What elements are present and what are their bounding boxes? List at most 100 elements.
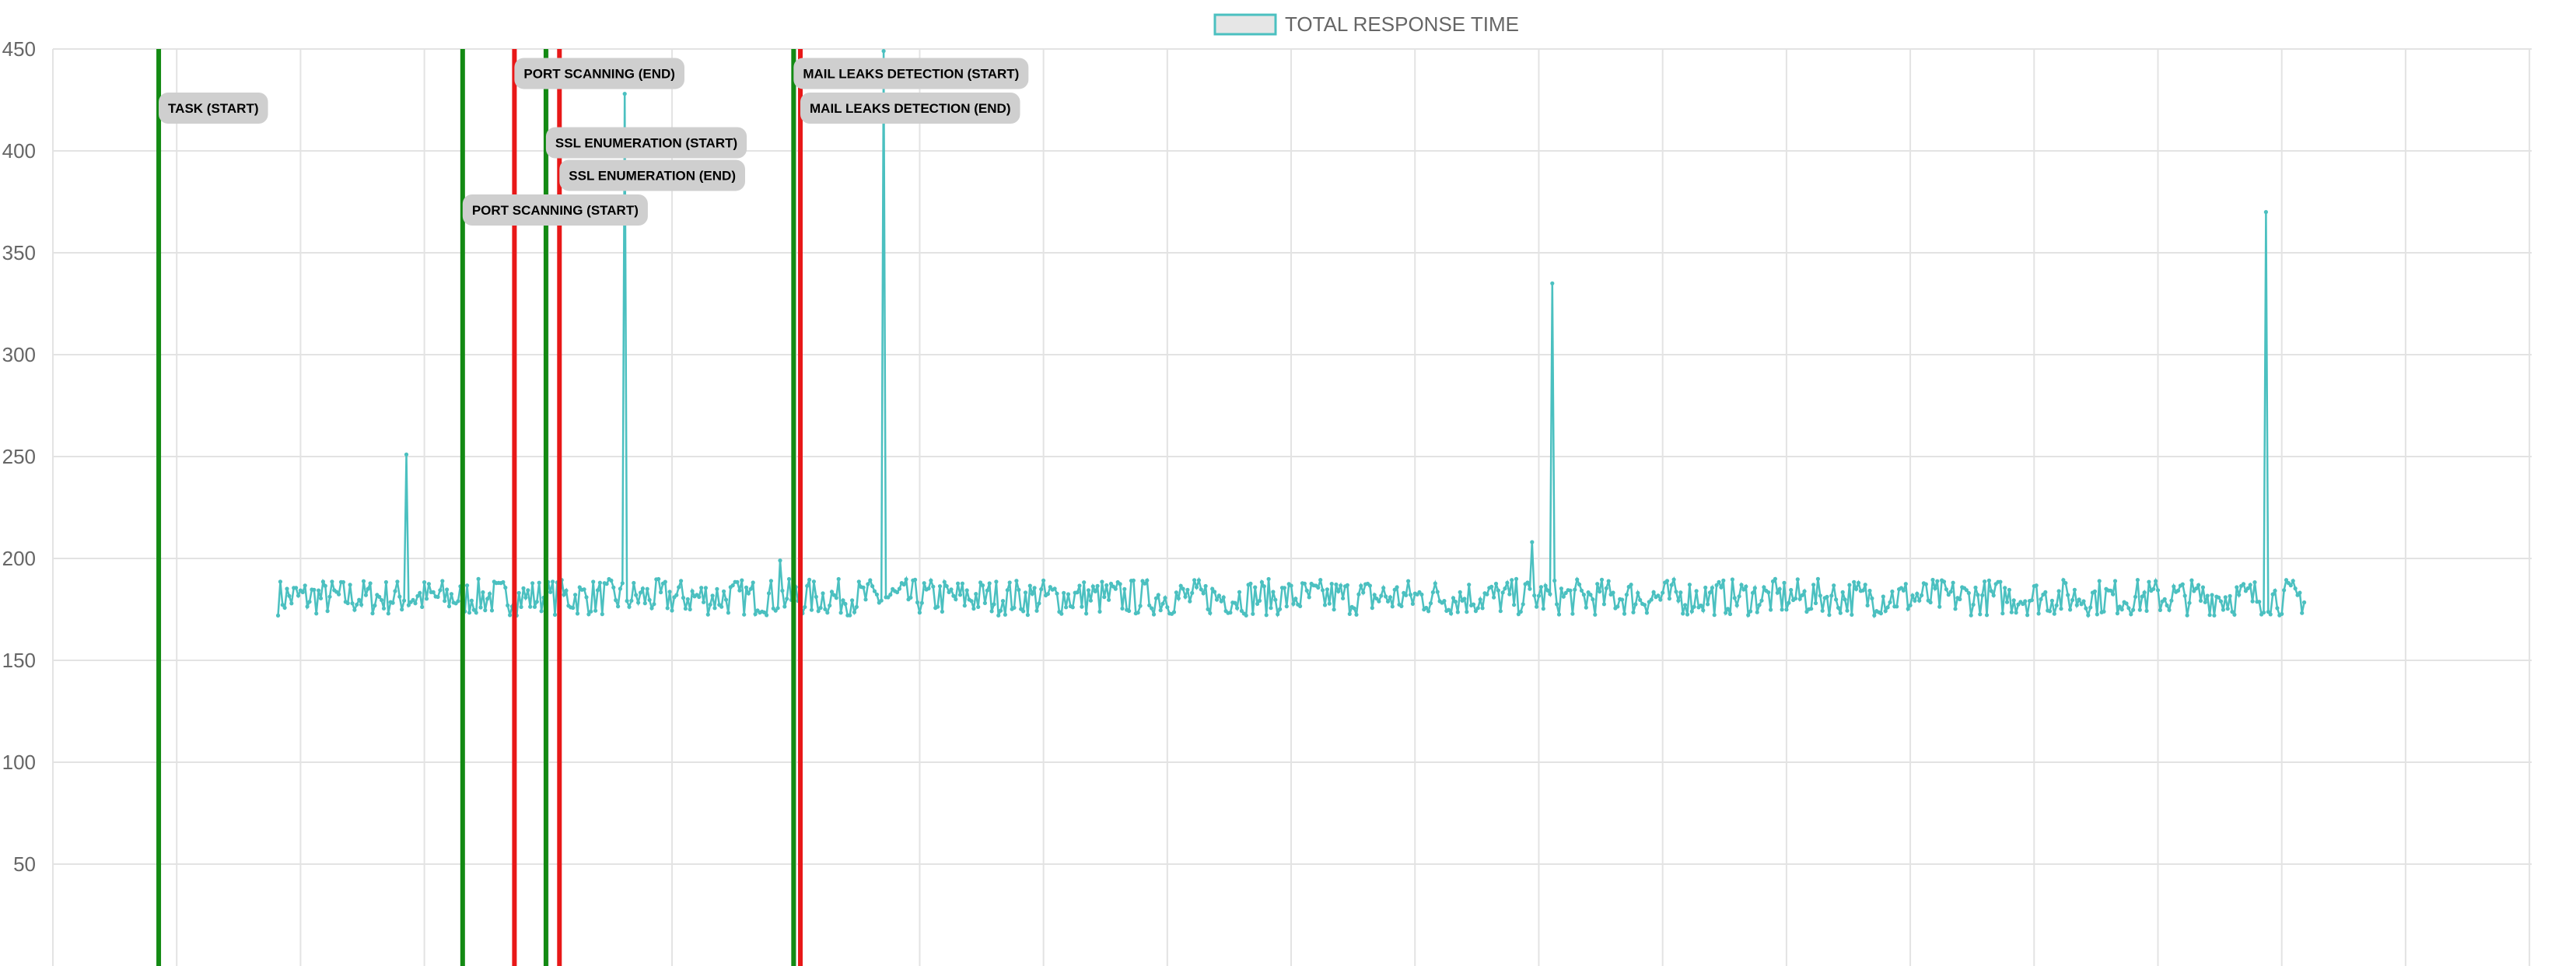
data-point[interactable] — [1521, 602, 1525, 607]
data-point[interactable] — [582, 587, 586, 592]
data-point[interactable] — [814, 594, 818, 600]
data-point[interactable] — [1683, 603, 1688, 607]
data-point[interactable] — [1150, 606, 1154, 611]
data-point[interactable] — [481, 590, 485, 595]
data-point[interactable] — [402, 598, 407, 603]
data-point[interactable] — [1404, 593, 1409, 597]
data-point[interactable] — [622, 92, 627, 96]
data-point[interactable] — [1213, 590, 1217, 594]
data-point[interactable] — [1706, 602, 1710, 607]
data-point[interactable] — [1681, 611, 1685, 616]
data-point[interactable] — [1145, 578, 1150, 583]
data-point[interactable] — [897, 586, 901, 591]
data-point[interactable] — [2280, 611, 2284, 617]
data-point[interactable] — [282, 605, 287, 611]
data-point[interactable] — [1251, 611, 1255, 616]
data-point[interactable] — [957, 593, 963, 597]
data-point[interactable] — [1948, 590, 1953, 594]
data-point[interactable] — [1719, 585, 1724, 590]
data-point[interactable] — [863, 597, 868, 602]
data-point[interactable] — [685, 597, 690, 601]
data-point[interactable] — [866, 582, 870, 586]
data-point[interactable] — [422, 580, 427, 585]
data-point[interactable] — [1503, 586, 1507, 591]
data-point[interactable] — [1815, 576, 1820, 582]
data-point[interactable] — [1512, 603, 1517, 607]
data-point[interactable] — [1797, 597, 1802, 601]
data-point[interactable] — [2077, 597, 2081, 602]
data-point[interactable] — [1381, 586, 1386, 590]
data-point[interactable] — [2049, 598, 2054, 603]
data-point[interactable] — [1809, 607, 1814, 611]
data-point[interactable] — [2079, 602, 2084, 607]
data-point[interactable] — [1901, 588, 1906, 593]
data-point[interactable] — [861, 585, 866, 590]
data-point[interactable] — [1568, 588, 1573, 593]
data-point[interactable] — [537, 580, 541, 585]
data-point[interactable] — [1080, 604, 1084, 609]
data-point[interactable] — [2036, 611, 2041, 616]
data-point[interactable] — [445, 587, 450, 592]
data-point[interactable] — [275, 613, 281, 618]
data-point[interactable] — [816, 609, 821, 614]
data-point[interactable] — [1777, 586, 1782, 591]
data-point[interactable] — [674, 593, 679, 597]
data-point[interactable] — [2250, 599, 2255, 604]
data-point[interactable] — [381, 606, 387, 611]
data-point[interactable] — [848, 613, 852, 618]
data-point[interactable] — [996, 613, 1001, 618]
data-point[interactable] — [1699, 603, 1703, 608]
data-point[interactable] — [719, 604, 724, 609]
data-point[interactable] — [1259, 579, 1264, 585]
data-point[interactable] — [303, 583, 307, 588]
data-point[interactable] — [683, 606, 688, 611]
data-point[interactable] — [438, 588, 443, 593]
data-point[interactable] — [836, 576, 841, 582]
data-point[interactable] — [571, 605, 576, 611]
data-point[interactable] — [679, 579, 684, 583]
data-point[interactable] — [1556, 612, 1562, 617]
data-point[interactable] — [2217, 595, 2221, 600]
data-point[interactable] — [1883, 609, 1888, 614]
data-point[interactable] — [831, 593, 836, 597]
data-point[interactable] — [1158, 608, 1163, 613]
data-point[interactable] — [2268, 612, 2273, 617]
data-point[interactable] — [947, 590, 951, 595]
data-point[interactable] — [982, 600, 987, 606]
data-point[interactable] — [1969, 613, 1973, 618]
data-point[interactable] — [485, 597, 490, 601]
data-point[interactable] — [1714, 583, 1719, 588]
data-point[interactable] — [960, 581, 964, 586]
data-point[interactable] — [659, 590, 663, 595]
data-point[interactable] — [1664, 579, 1670, 583]
data-point[interactable] — [2205, 593, 2210, 598]
data-point[interactable] — [1293, 597, 1298, 601]
data-point[interactable] — [886, 595, 891, 600]
data-point[interactable] — [314, 611, 319, 616]
data-point[interactable] — [1086, 588, 1091, 593]
data-point[interactable] — [1399, 604, 1404, 609]
data-point[interactable] — [357, 597, 362, 602]
data-point[interactable] — [901, 582, 906, 587]
data-point[interactable] — [2144, 608, 2149, 614]
data-point[interactable] — [1667, 597, 1671, 601]
data-point[interactable] — [1601, 602, 1606, 607]
data-point[interactable] — [1282, 586, 1286, 590]
data-point[interactable] — [710, 593, 715, 598]
data-point[interactable] — [400, 607, 404, 612]
data-point[interactable] — [1890, 589, 1895, 594]
data-point[interactable] — [1178, 583, 1183, 588]
data-point[interactable] — [944, 584, 949, 589]
data-point[interactable] — [2230, 610, 2235, 614]
data-point[interactable] — [708, 602, 712, 607]
data-point[interactable] — [1307, 595, 1311, 600]
data-point[interactable] — [2203, 600, 2207, 604]
data-point[interactable] — [1638, 597, 1643, 603]
data-point[interactable] — [1055, 591, 1059, 596]
data-point[interactable] — [1082, 580, 1087, 585]
data-point[interactable] — [1920, 593, 1924, 598]
data-point[interactable] — [296, 593, 301, 598]
data-point[interactable] — [2225, 607, 2230, 611]
data-point[interactable] — [1214, 597, 1220, 602]
data-point[interactable] — [642, 601, 647, 606]
